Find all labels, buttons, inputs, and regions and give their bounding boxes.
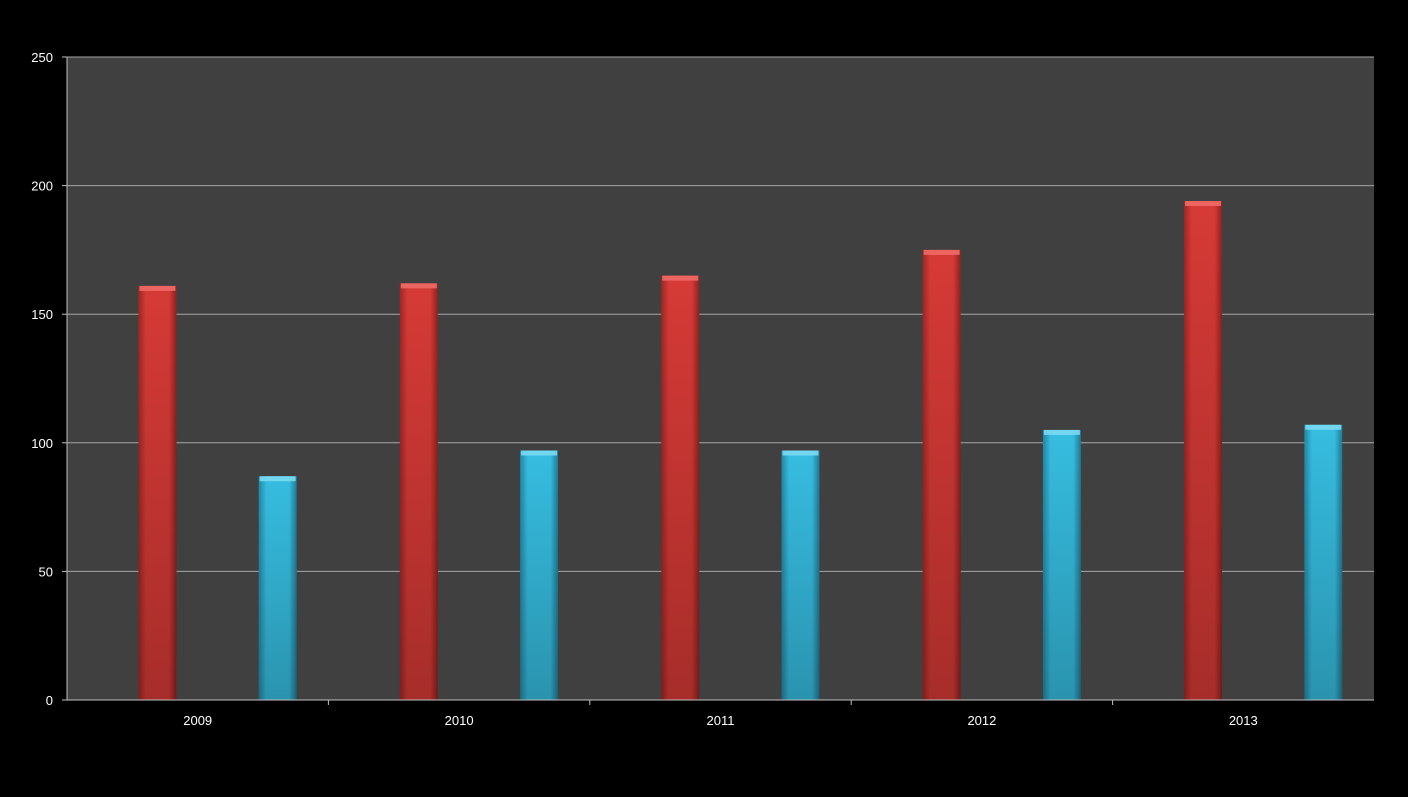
y-tick-label: 150 bbox=[31, 307, 53, 322]
bar-2010-series-1 bbox=[399, 283, 438, 700]
bar-cap bbox=[782, 450, 819, 456]
bar-shade bbox=[781, 450, 820, 700]
y-tick-label: 50 bbox=[39, 564, 53, 579]
bar-cap bbox=[923, 249, 960, 255]
bars bbox=[138, 201, 1343, 701]
bar-cap bbox=[662, 275, 699, 281]
bar-shade bbox=[661, 275, 700, 700]
bar-cap bbox=[1185, 201, 1222, 207]
x-tick-label: 2010 bbox=[445, 713, 474, 728]
bar-2011-series-1 bbox=[661, 275, 700, 700]
bar-shade bbox=[258, 476, 297, 700]
axes bbox=[62, 56, 1374, 705]
bar-cap bbox=[521, 450, 558, 456]
bar-shade bbox=[1042, 429, 1081, 700]
bar-2013-series-2 bbox=[1304, 424, 1343, 700]
bar-cap bbox=[1305, 424, 1342, 430]
y-tick-label: 200 bbox=[31, 179, 53, 194]
bar-2009-series-2 bbox=[258, 476, 297, 700]
bar-shade bbox=[922, 249, 961, 700]
bar-2012-series-1 bbox=[922, 249, 961, 700]
bar-shade bbox=[399, 283, 438, 700]
bar-2012-series-2 bbox=[1042, 429, 1081, 700]
bar-2011-series-2 bbox=[781, 450, 820, 700]
bar-shade bbox=[1304, 424, 1343, 700]
x-tick-label: 2011 bbox=[707, 713, 735, 728]
bar-cap bbox=[400, 283, 437, 289]
x-tick-label: 2012 bbox=[967, 713, 996, 728]
x-tick-label: 2013 bbox=[1229, 713, 1258, 728]
bar-2013-series-1 bbox=[1184, 201, 1223, 701]
bar-shade bbox=[138, 285, 177, 700]
y-tick-label: 250 bbox=[31, 50, 53, 65]
bar-shade bbox=[1184, 201, 1223, 701]
y-tick-label: 0 bbox=[46, 693, 53, 708]
tick-labels: 0 50 100 150 200 250 2009 2010 2011 2012 2013 bbox=[31, 50, 1257, 728]
bar-cap bbox=[259, 476, 296, 482]
bar-2009-series-1 bbox=[138, 285, 177, 700]
bar-cap bbox=[1043, 429, 1080, 435]
x-tick-label: 2009 bbox=[183, 713, 212, 728]
bar-shade bbox=[520, 450, 559, 700]
bar-cap bbox=[139, 285, 176, 291]
y-tick-label: 100 bbox=[31, 436, 53, 451]
bar-2010-series-2 bbox=[520, 450, 559, 700]
